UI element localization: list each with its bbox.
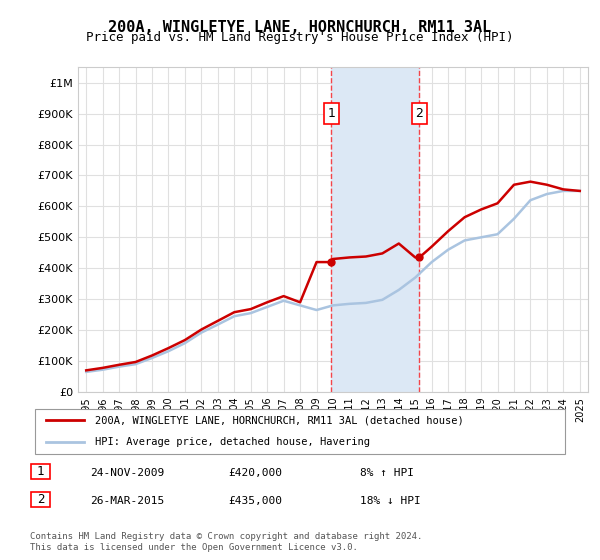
Text: 2: 2 <box>415 107 424 120</box>
Text: 18% ↓ HPI: 18% ↓ HPI <box>360 496 421 506</box>
Text: 200A, WINGLETYE LANE, HORNCHURCH, RM11 3AL: 200A, WINGLETYE LANE, HORNCHURCH, RM11 3… <box>109 20 491 35</box>
Text: 8% ↑ HPI: 8% ↑ HPI <box>360 468 414 478</box>
Text: £435,000: £435,000 <box>228 496 282 506</box>
Text: 26-MAR-2015: 26-MAR-2015 <box>90 496 164 506</box>
Text: 24-NOV-2009: 24-NOV-2009 <box>90 468 164 478</box>
Text: 1: 1 <box>37 465 44 478</box>
FancyBboxPatch shape <box>35 409 565 454</box>
Text: Price paid vs. HM Land Registry's House Price Index (HPI): Price paid vs. HM Land Registry's House … <box>86 31 514 44</box>
Text: 2: 2 <box>37 493 44 506</box>
Text: £420,000: £420,000 <box>228 468 282 478</box>
Text: HPI: Average price, detached house, Havering: HPI: Average price, detached house, Have… <box>95 437 370 447</box>
Text: 200A, WINGLETYE LANE, HORNCHURCH, RM11 3AL (detached house): 200A, WINGLETYE LANE, HORNCHURCH, RM11 3… <box>95 415 464 425</box>
Bar <box>331 67 419 392</box>
Text: Contains HM Land Registry data © Crown copyright and database right 2024.
This d: Contains HM Land Registry data © Crown c… <box>30 532 422 552</box>
FancyBboxPatch shape <box>31 464 50 479</box>
Text: 1: 1 <box>328 107 335 120</box>
FancyBboxPatch shape <box>31 492 50 507</box>
